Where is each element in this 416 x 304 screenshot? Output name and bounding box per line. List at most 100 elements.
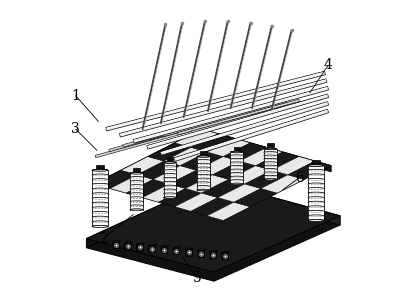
Polygon shape bbox=[161, 246, 169, 247]
Polygon shape bbox=[230, 152, 243, 184]
Polygon shape bbox=[185, 248, 193, 249]
Polygon shape bbox=[209, 250, 218, 251]
Polygon shape bbox=[126, 179, 169, 198]
Polygon shape bbox=[191, 198, 234, 216]
Polygon shape bbox=[177, 99, 300, 135]
Polygon shape bbox=[164, 147, 207, 166]
Polygon shape bbox=[200, 151, 207, 155]
Polygon shape bbox=[202, 179, 245, 198]
Polygon shape bbox=[150, 104, 272, 140]
Polygon shape bbox=[308, 165, 324, 167]
Polygon shape bbox=[261, 175, 304, 193]
Text: 4: 4 bbox=[324, 58, 332, 72]
Polygon shape bbox=[175, 129, 218, 147]
Polygon shape bbox=[213, 161, 256, 179]
Polygon shape bbox=[288, 161, 331, 179]
Polygon shape bbox=[112, 241, 121, 242]
Polygon shape bbox=[110, 175, 153, 193]
Polygon shape bbox=[94, 170, 137, 188]
Polygon shape bbox=[218, 184, 261, 202]
Polygon shape bbox=[312, 160, 320, 164]
Polygon shape bbox=[158, 188, 202, 207]
Polygon shape bbox=[124, 242, 133, 243]
Polygon shape bbox=[191, 134, 234, 152]
Polygon shape bbox=[256, 152, 299, 170]
Polygon shape bbox=[96, 165, 104, 169]
Polygon shape bbox=[148, 143, 191, 161]
Polygon shape bbox=[92, 226, 108, 227]
Polygon shape bbox=[197, 157, 210, 190]
Polygon shape bbox=[197, 249, 206, 250]
Polygon shape bbox=[136, 107, 258, 143]
Polygon shape bbox=[221, 253, 228, 259]
Polygon shape bbox=[163, 162, 176, 164]
Polygon shape bbox=[209, 251, 216, 258]
Text: 1: 1 bbox=[71, 89, 80, 103]
Polygon shape bbox=[87, 190, 340, 281]
Polygon shape bbox=[207, 202, 250, 220]
Polygon shape bbox=[136, 244, 143, 251]
Polygon shape bbox=[230, 151, 243, 153]
Polygon shape bbox=[130, 209, 143, 211]
Polygon shape bbox=[230, 183, 243, 185]
Polygon shape bbox=[197, 189, 210, 191]
Polygon shape bbox=[149, 244, 157, 245]
Polygon shape bbox=[173, 248, 179, 254]
Polygon shape bbox=[130, 172, 143, 174]
Polygon shape bbox=[240, 147, 282, 166]
Polygon shape bbox=[221, 252, 230, 253]
Polygon shape bbox=[163, 197, 176, 199]
Text: 5: 5 bbox=[193, 271, 202, 285]
Polygon shape bbox=[109, 116, 231, 152]
Polygon shape bbox=[202, 129, 331, 172]
Polygon shape bbox=[130, 173, 143, 210]
Polygon shape bbox=[264, 148, 277, 150]
Polygon shape bbox=[308, 166, 324, 220]
Polygon shape bbox=[308, 219, 324, 221]
Polygon shape bbox=[264, 179, 277, 180]
Polygon shape bbox=[137, 161, 180, 179]
Polygon shape bbox=[207, 138, 250, 157]
Polygon shape bbox=[106, 71, 325, 131]
Polygon shape bbox=[147, 94, 329, 149]
Polygon shape bbox=[167, 157, 173, 161]
Polygon shape bbox=[94, 129, 331, 220]
Polygon shape bbox=[92, 169, 108, 171]
Polygon shape bbox=[272, 157, 315, 175]
Polygon shape bbox=[197, 156, 210, 157]
Polygon shape bbox=[92, 170, 108, 226]
Polygon shape bbox=[124, 243, 131, 250]
Polygon shape bbox=[87, 181, 340, 272]
Text: 6: 6 bbox=[295, 171, 304, 185]
Polygon shape bbox=[213, 181, 340, 225]
Polygon shape bbox=[264, 149, 277, 179]
Polygon shape bbox=[245, 170, 288, 188]
Polygon shape bbox=[234, 188, 277, 207]
Polygon shape bbox=[161, 247, 167, 253]
Polygon shape bbox=[95, 122, 218, 158]
Polygon shape bbox=[197, 250, 204, 257]
Polygon shape bbox=[142, 184, 186, 202]
Polygon shape bbox=[149, 245, 155, 252]
Polygon shape bbox=[234, 147, 240, 150]
Text: 3: 3 bbox=[72, 122, 80, 136]
Polygon shape bbox=[191, 98, 313, 133]
Polygon shape bbox=[180, 152, 223, 170]
Polygon shape bbox=[175, 193, 218, 211]
Polygon shape bbox=[174, 109, 329, 161]
Polygon shape bbox=[123, 111, 245, 147]
Polygon shape bbox=[229, 166, 272, 184]
Polygon shape bbox=[112, 242, 119, 248]
Polygon shape bbox=[267, 143, 273, 147]
Polygon shape bbox=[134, 168, 140, 172]
Polygon shape bbox=[173, 247, 181, 248]
Polygon shape bbox=[153, 166, 196, 184]
Polygon shape bbox=[196, 157, 240, 175]
Polygon shape bbox=[185, 249, 192, 256]
Polygon shape bbox=[223, 143, 267, 161]
Polygon shape bbox=[87, 181, 213, 248]
Text: 2: 2 bbox=[99, 232, 107, 246]
Polygon shape bbox=[160, 102, 329, 155]
Polygon shape bbox=[163, 101, 286, 136]
Polygon shape bbox=[133, 86, 329, 143]
